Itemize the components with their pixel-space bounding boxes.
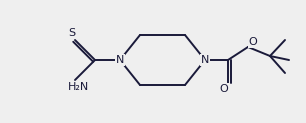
Text: H₂N: H₂N — [68, 82, 89, 92]
Text: S: S — [69, 28, 76, 38]
Text: N: N — [201, 55, 209, 65]
Text: N: N — [116, 55, 124, 65]
Text: O: O — [220, 84, 228, 94]
Text: O: O — [248, 37, 257, 47]
